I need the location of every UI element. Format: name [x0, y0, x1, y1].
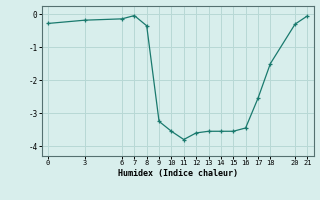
X-axis label: Humidex (Indice chaleur): Humidex (Indice chaleur) — [118, 169, 237, 178]
